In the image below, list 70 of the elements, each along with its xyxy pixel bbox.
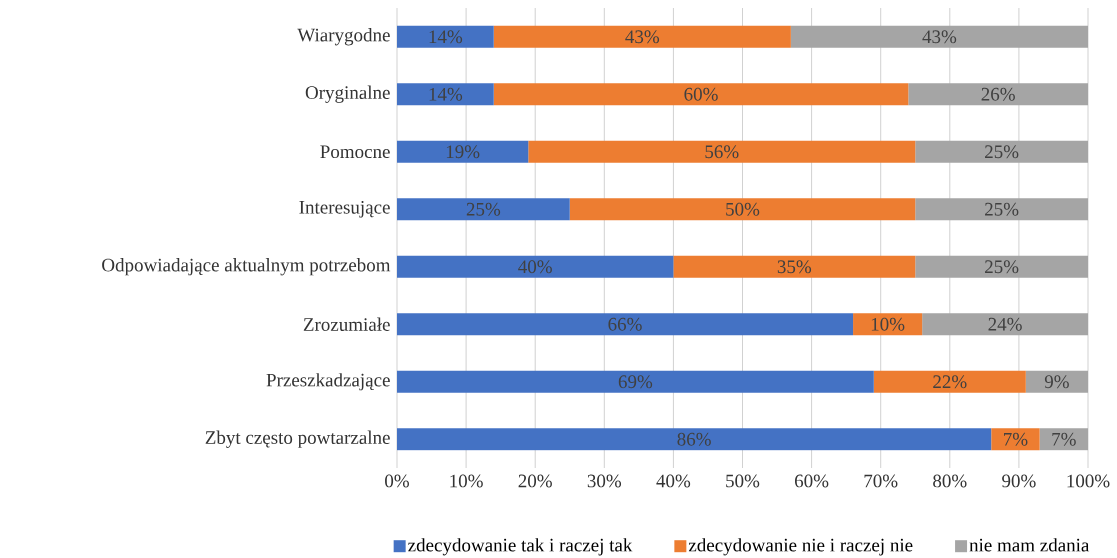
y-tick-label: Interesujące <box>299 200 390 218</box>
bar <box>397 370 874 393</box>
y-tick-label: Oryginalne <box>305 85 390 103</box>
x-tick-label: 10% <box>450 474 483 488</box>
x-tick-label: 90% <box>1002 474 1036 488</box>
legend-label: nie mam zdania <box>969 538 1090 552</box>
x-tick-label: 20% <box>518 474 552 488</box>
x-tick-label: 0% <box>385 474 409 488</box>
y-tick-label: Odpowiadające aktualnym potrzebom <box>102 258 391 276</box>
legend-label: zdecydowanie tak i raczej tak <box>408 538 633 556</box>
y-tick-label: Pomocne <box>320 145 390 159</box>
bar <box>991 428 1040 451</box>
bar <box>853 313 923 336</box>
bar <box>493 25 791 48</box>
data-label: 19% <box>446 145 480 159</box>
data-label: 86% <box>677 432 711 446</box>
bar <box>493 83 909 106</box>
x-tick-label: 60% <box>795 474 829 488</box>
data-label: 25% <box>985 202 1019 216</box>
bar <box>397 255 674 278</box>
bar <box>908 83 1088 106</box>
data-label: 26% <box>981 87 1015 101</box>
bar <box>1025 370 1088 393</box>
y-tick-label: Zrozumiałe <box>303 317 390 331</box>
y-tick-label: Zbyt często powtarzalne <box>205 430 390 448</box>
bar <box>397 25 494 48</box>
data-label: 56% <box>705 145 739 159</box>
data-label: 60% <box>684 87 718 101</box>
data-label: 9% <box>1044 375 1069 389</box>
data-label: 24% <box>988 317 1022 331</box>
bar <box>873 370 1026 393</box>
data-label: 25% <box>985 260 1019 274</box>
x-tick-label: 70% <box>864 474 898 488</box>
bar <box>673 255 916 278</box>
x-tick-label: 40% <box>656 474 691 488</box>
bar <box>915 140 1088 163</box>
data-label: 69% <box>618 375 653 389</box>
legend-label: zdecydowanie nie i raczej nie <box>688 538 913 556</box>
x-tick-label: 80% <box>933 474 967 488</box>
bar <box>528 140 916 163</box>
x-tick-label: 50% <box>726 474 760 488</box>
data-label: 10% <box>871 317 905 331</box>
bar <box>1039 428 1088 451</box>
bar <box>397 140 529 163</box>
data-label: 40% <box>518 260 552 274</box>
data-label: 66% <box>608 317 642 331</box>
data-label: 22% <box>933 375 967 389</box>
bar <box>397 83 494 106</box>
bar <box>569 198 916 221</box>
bar <box>397 428 992 451</box>
data-label: 14% <box>429 87 463 101</box>
x-tick-label: 100% <box>1067 474 1110 488</box>
bar <box>922 313 1088 336</box>
data-label: 25% <box>466 202 501 216</box>
data-label: 7% <box>1004 432 1028 446</box>
data-label: 7% <box>1052 432 1076 446</box>
bar <box>790 25 1088 48</box>
data-label: 14% <box>429 30 463 44</box>
data-label: 43% <box>922 30 957 44</box>
y-tick-label: Wiarygodne <box>297 28 390 46</box>
data-label: 25% <box>985 145 1019 159</box>
y-tick-label: Przeszkadzające <box>266 373 390 391</box>
bar <box>915 198 1088 221</box>
data-label: 43% <box>625 30 660 44</box>
data-label: 35% <box>777 260 812 274</box>
data-label: 50% <box>726 202 760 216</box>
bar <box>915 255 1088 278</box>
bar <box>397 198 570 221</box>
x-tick-label: 30% <box>587 474 622 488</box>
bar <box>397 313 854 336</box>
